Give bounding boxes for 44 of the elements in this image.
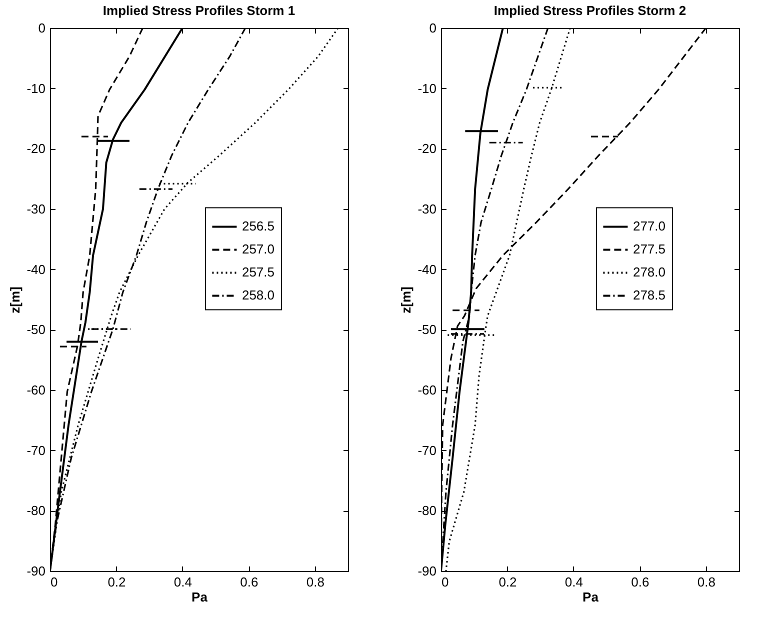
- y-tick-label: -90: [418, 564, 436, 578]
- y-tick-label: -90: [26, 564, 46, 578]
- legend-label: 278.0: [632, 264, 666, 280]
- y-tick-label: 0: [38, 20, 46, 36]
- legend-label: 257.0: [242, 242, 275, 257]
- y-tick-label: -20: [26, 141, 46, 156]
- legend-label: 277.5: [632, 242, 666, 257]
- chart-title: Implied Stress Profiles Storm 1: [102, 3, 296, 18]
- legend-label: 258.0: [242, 288, 275, 303]
- y-tick-label: -60: [418, 382, 436, 398]
- y-tick-label: -10: [26, 80, 46, 96]
- y-tick-label: -40: [418, 262, 436, 277]
- chart-title: Implied Stress Profiles Storm 2: [494, 3, 686, 18]
- x-tick-label: 0.4: [174, 574, 192, 590]
- y-axis-title: z[m]: [8, 286, 23, 314]
- x-tick-label: 0.2: [498, 574, 517, 590]
- x-axis-title: Pa: [192, 590, 208, 604]
- y-tick-label: -50: [26, 322, 46, 338]
- y-tick-label: -70: [418, 442, 436, 458]
- x-tick-label: 0.6: [240, 574, 258, 590]
- y-tick-label: -30: [418, 202, 436, 216]
- y-tick-label: -70: [26, 442, 46, 458]
- y-tick-label: -10: [418, 80, 436, 96]
- y-tick-label: -30: [26, 202, 46, 216]
- y-tick-label: -80: [26, 503, 46, 518]
- legend-label: 277.0: [632, 218, 666, 234]
- y-tick-label: -80: [418, 503, 436, 518]
- y-tick-label: -50: [418, 322, 436, 338]
- legend-label: 257.5: [242, 264, 275, 280]
- x-tick-label: 0.2: [108, 574, 126, 590]
- y-axis-title: z[m]: [398, 286, 414, 314]
- x-tick-label: 0: [442, 574, 449, 590]
- x-tick-label: 0.6: [631, 574, 650, 590]
- legend-label: 278.5: [632, 288, 666, 303]
- x-axis-title: Pa: [582, 590, 600, 604]
- x-tick-label: 0.8: [697, 574, 716, 590]
- x-tick-label: 0.8: [306, 574, 324, 590]
- y-tick-label: -20: [418, 141, 436, 156]
- x-tick-label: 0.4: [564, 574, 583, 590]
- y-tick-label: 0: [429, 20, 436, 36]
- y-tick-label: -40: [26, 262, 46, 277]
- legend-label: 256.5: [242, 218, 275, 234]
- y-tick-label: -60: [26, 382, 46, 398]
- x-tick-label: 0: [50, 574, 58, 590]
